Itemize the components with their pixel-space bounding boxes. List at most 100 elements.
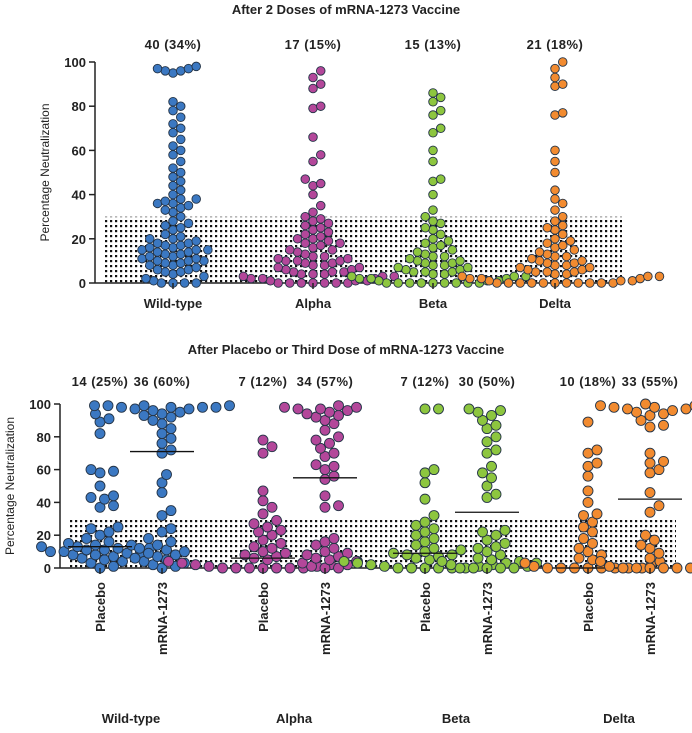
arm-label: Placebo — [256, 582, 271, 632]
bottom-beta-placebo-point — [352, 557, 363, 569]
bottom-delta-mrna-1273-point — [608, 401, 620, 413]
top-delta-point — [550, 242, 560, 253]
bottom-wild-type-placebo-point — [103, 526, 115, 538]
bottom-beta-mrna-1273-point — [436, 555, 448, 567]
bottom-wild-type-mrna-1273-point — [152, 551, 163, 562]
top-wild-type-point — [175, 249, 186, 260]
bottom-alpha-placebo-point — [239, 549, 251, 561]
bottom-wild-type-mrna-1273-point — [179, 546, 190, 558]
top-beta-point — [428, 260, 438, 271]
top-delta-point — [569, 267, 580, 277]
bottom-count-label: 7 (12%) — [238, 374, 287, 389]
top-delta-point — [457, 271, 467, 282]
top-beta-point — [346, 271, 357, 282]
top-delta-point — [492, 278, 502, 288]
top-wild-type-point — [137, 253, 147, 264]
bottom-wild-type-mrna-1273-point — [174, 406, 186, 418]
top-category-label: Beta — [419, 296, 448, 311]
bottom-wild-type-mrna-1273-point — [156, 487, 168, 499]
top-alpha-point — [273, 253, 283, 264]
bottom-delta-placebo-point — [582, 485, 594, 497]
bottom-wild-type-mrna-1273-point — [183, 403, 195, 415]
bottom-alpha-mrna-1273-point — [310, 459, 322, 471]
top-delta-point — [534, 247, 545, 257]
bottom-y-tick-label: 0 — [44, 561, 51, 576]
top-alpha-point — [257, 273, 268, 284]
top-delta-point — [557, 240, 568, 251]
bottom-alpha-placebo-point — [257, 534, 269, 546]
bottom-alpha-placebo-point — [257, 485, 269, 497]
top-wild-type-point — [175, 222, 186, 233]
top-wild-type-point — [183, 63, 194, 74]
bottom-delta-mrna-1273-point — [658, 562, 669, 574]
top-beta-point — [405, 253, 415, 264]
top-delta-point — [561, 251, 572, 262]
bottom-beta-placebo-point — [410, 539, 422, 551]
bottom-delta-mrna-1273-point — [644, 467, 656, 479]
top-wild-type-point — [160, 258, 171, 268]
bottom-alpha-mrna-1273-point — [319, 536, 331, 548]
top-wild-type-point — [168, 234, 178, 244]
top-delta-point — [550, 72, 560, 83]
bottom-alpha-placebo-point — [266, 542, 278, 554]
bottom-count-label: 10 (18%) — [560, 374, 617, 389]
top-wild-type-point — [137, 245, 147, 255]
top-alpha-point — [335, 238, 345, 248]
bottom-delta-placebo-point — [582, 470, 594, 482]
bottom-wild-type-mrna-1273-point — [156, 477, 168, 489]
top-beta-point — [463, 262, 473, 273]
bottom-beta-mrna-1273-point — [495, 549, 506, 561]
bottom-wild-type-placebo-point — [45, 546, 56, 558]
bottom-delta-mrna-1273-point — [649, 401, 660, 413]
bottom-wild-type-mrna-1273-point — [165, 401, 177, 413]
bottom-beta-mrna-1273-point — [463, 403, 475, 415]
bottom-alpha-mrna-1273-point — [301, 549, 313, 561]
group-label: Beta — [442, 711, 471, 726]
top-delta-point — [515, 278, 525, 288]
top-wild-type-point — [175, 145, 186, 156]
bottom-wild-type-placebo-point — [108, 490, 119, 502]
bottom-delta-placebo-point — [587, 526, 598, 538]
bottom-delta-mrna-1273-point — [640, 398, 651, 410]
bottom-delta-mrna-1273-point — [622, 403, 633, 415]
top-delta-point — [550, 251, 560, 262]
top-delta-point — [542, 258, 553, 268]
bottom-delta-placebo-point — [591, 457, 603, 469]
bottom-delta-mrna-1273-point — [631, 406, 642, 418]
bottom-beta-mrna-1273-point — [490, 541, 502, 553]
bottom-wild-type-placebo-point — [112, 521, 124, 533]
bottom-wild-type-mrna-1273-point — [165, 536, 177, 548]
top-wild-type-point — [191, 253, 201, 264]
top-wild-type-point — [168, 260, 178, 271]
bottom-wild-type-mrna-1273-point — [143, 533, 154, 544]
top-delta-point — [569, 245, 580, 255]
top-alpha-point — [308, 242, 318, 253]
top-alpha-point — [339, 267, 349, 277]
top-delta-point — [585, 278, 595, 288]
top-delta-point — [523, 264, 533, 275]
bottom-beta-mrna-1273-point — [499, 524, 511, 536]
top-beta-point — [420, 249, 431, 260]
top-beta-point — [435, 218, 446, 229]
top-delta-point — [538, 278, 549, 288]
bottom-delta-mrna-1273-point — [653, 547, 665, 559]
bottom-wild-type-placebo-point — [85, 464, 97, 476]
bottom-beta-placebo-point — [419, 403, 431, 415]
top-category-label: Alpha — [295, 296, 332, 311]
bottom-beta-placebo-point — [338, 555, 350, 567]
bottom-delta-placebo-point — [573, 552, 585, 564]
top-y-axis-label: Percentage Neutralization — [38, 103, 52, 241]
top-alpha-point — [281, 256, 291, 266]
bottom-beta-placebo-point — [419, 526, 431, 538]
top-beta-point — [420, 238, 431, 248]
top-alpha-point — [246, 273, 256, 284]
bottom-alpha-placebo-point — [190, 559, 201, 571]
top-beta-point — [428, 234, 438, 244]
bottom-beta-mrna-1273-point — [477, 526, 488, 538]
bottom-wild-type-placebo-point — [94, 428, 106, 439]
top-beta-point — [420, 211, 431, 222]
bottom-count-label: 14 (25%) — [72, 374, 129, 389]
top-wild-type-point — [168, 163, 178, 173]
bottom-alpha-placebo-point — [284, 562, 296, 574]
arm-label: Placebo — [93, 582, 108, 632]
